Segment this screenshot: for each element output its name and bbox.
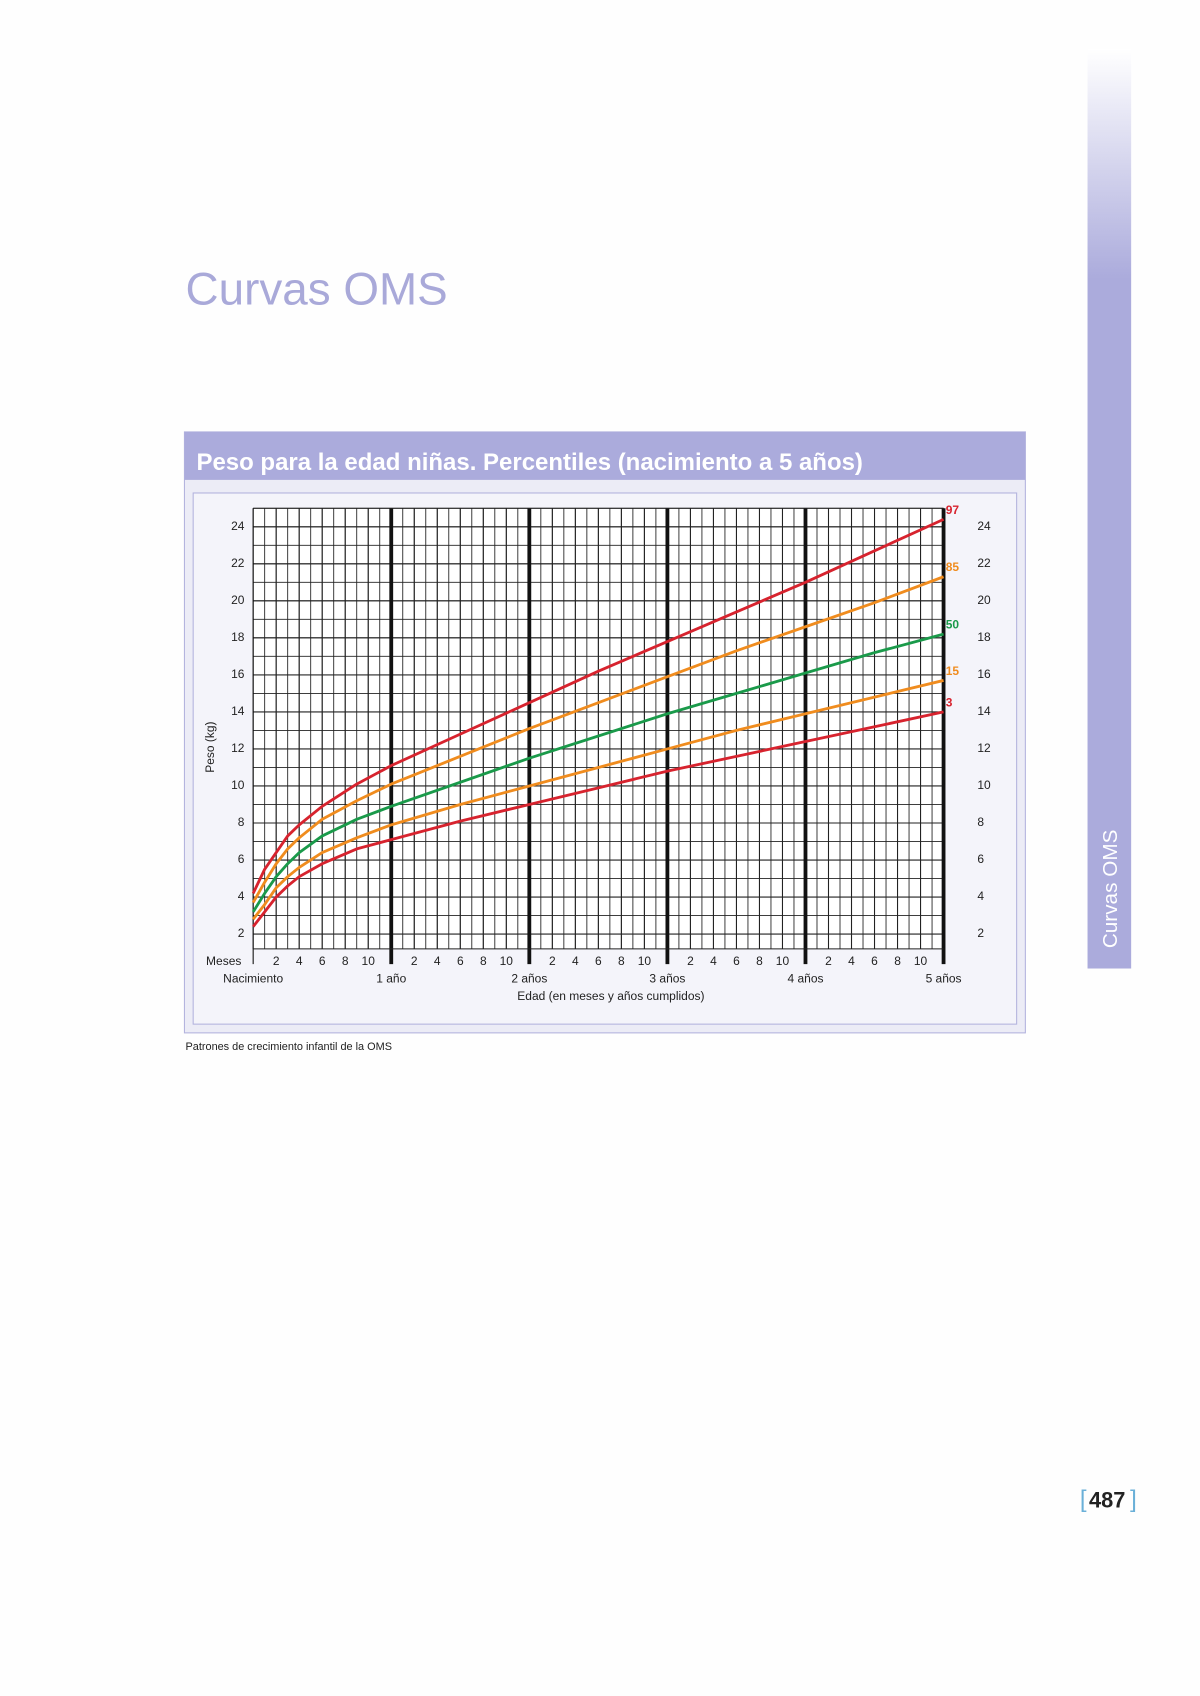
side-tab-label: Curvas OMS — [1099, 830, 1122, 949]
y2-tick-label: 14 — [977, 704, 991, 718]
year-label: Nacimiento — [223, 972, 283, 986]
percentile-line — [251, 632, 944, 913]
x-tick-label: 8 — [894, 954, 901, 968]
x-tick-label: 4 — [848, 954, 855, 968]
x-tick-label: 10 — [776, 954, 790, 968]
y2-tick-label: 20 — [977, 593, 991, 607]
y2-tick-label: 10 — [977, 778, 991, 792]
y-tick-label: 6 — [238, 852, 245, 866]
x-tick-label: 8 — [480, 954, 487, 968]
percentile-line — [252, 710, 944, 928]
y-axis-label: Peso (kg) — [203, 721, 217, 772]
y-tick-label: 18 — [231, 630, 245, 644]
side-tab — [1087, 49, 1132, 969]
series-label: 85 — [946, 560, 960, 574]
plot — [251, 507, 946, 965]
series-label: 15 — [946, 664, 960, 678]
y2-tick-label: 24 — [977, 519, 991, 533]
x-tick-label: 6 — [871, 954, 878, 968]
y-tick-label: 10 — [231, 778, 245, 792]
y-tick-label: 14 — [231, 704, 245, 718]
series-label: 3 — [946, 695, 953, 709]
x-tick-label: 4 — [296, 954, 303, 968]
x-tick-label: 6 — [595, 954, 602, 968]
series-label: 50 — [946, 618, 960, 632]
percentile-line — [251, 518, 945, 894]
year-label: 4 años — [787, 972, 823, 986]
x-tick-label: 4 — [710, 954, 717, 968]
x-tick-label: 10 — [500, 954, 514, 968]
year-label: 1 año — [376, 972, 406, 986]
x-tick-label: 8 — [342, 954, 349, 968]
y-tick-label: 4 — [238, 889, 245, 903]
x-tick-label: 6 — [733, 954, 740, 968]
y-tick-label: 8 — [238, 815, 245, 829]
x-tick-label: 2 — [549, 954, 556, 968]
x-tick-label: 10 — [914, 954, 928, 968]
x-axis-label: Edad (en meses y años cumplidos) — [517, 989, 704, 1003]
x-tick-label: 10 — [638, 954, 652, 968]
y2-tick-label: 6 — [977, 852, 984, 866]
x-unit-label: Meses — [206, 954, 241, 968]
y2-tick-label: 16 — [977, 667, 991, 681]
x-tick-label: 6 — [319, 954, 326, 968]
bracket: ] — [1130, 1486, 1137, 1513]
percentile-line — [252, 679, 944, 921]
page-number: 487 — [1089, 1488, 1125, 1513]
y2-tick-label: 8 — [977, 815, 984, 829]
series-label: 97 — [946, 503, 960, 517]
x-tick-label: 2 — [411, 954, 418, 968]
y2-tick-label: 4 — [977, 889, 984, 903]
y2-tick-label: 22 — [977, 556, 991, 570]
percentile-line — [251, 575, 945, 904]
y-tick-label: 24 — [231, 519, 245, 533]
y-tick-label: 2 — [238, 926, 245, 940]
x-tick-label: 4 — [572, 954, 579, 968]
y2-tick-label: 12 — [977, 741, 991, 755]
x-tick-label: 2 — [825, 954, 832, 968]
x-tick-label: 2 — [273, 954, 280, 968]
y2-tick-label: 18 — [977, 630, 991, 644]
x-tick-label: 4 — [434, 954, 441, 968]
source: Patrones de crecimiento infantil de la O… — [186, 1041, 392, 1053]
year-label: 5 años — [926, 972, 962, 986]
heading: Curvas OMS — [186, 263, 448, 314]
x-tick-label: 8 — [618, 954, 625, 968]
y-tick-label: 22 — [231, 556, 245, 570]
year-label: 2 años — [511, 972, 547, 986]
x-tick-label: 2 — [687, 954, 694, 968]
x-tick-label: 6 — [457, 954, 464, 968]
bracket: [ — [1080, 1486, 1087, 1513]
y2-tick-label: 2 — [977, 926, 984, 940]
x-tick-label: 8 — [756, 954, 763, 968]
x-tick-label: 10 — [362, 954, 376, 968]
y-tick-label: 12 — [231, 741, 245, 755]
year-label: 3 años — [649, 972, 685, 986]
y-tick-label: 16 — [231, 667, 245, 681]
chart-title-bar — [184, 431, 1026, 480]
chart-title: Peso para la edad niñas. Percentiles (na… — [196, 449, 862, 476]
y-tick-label: 20 — [231, 593, 245, 607]
